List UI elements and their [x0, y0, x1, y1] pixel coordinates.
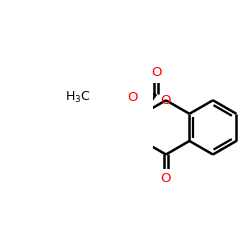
- Text: O: O: [151, 66, 161, 78]
- Text: O: O: [127, 90, 138, 104]
- Text: H$_3$C: H$_3$C: [65, 90, 91, 104]
- Text: O: O: [161, 94, 171, 107]
- Text: O: O: [161, 172, 171, 186]
